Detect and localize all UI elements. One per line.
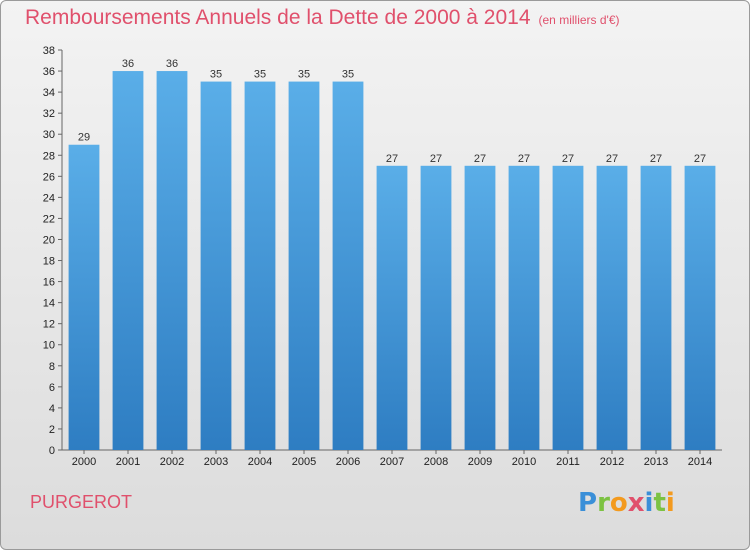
proxiti-logo: Proxiti [578, 488, 675, 518]
y-tick-label: 2 [49, 424, 55, 436]
bar-value-label: 35 [298, 69, 310, 81]
y-tick-label: 38 [43, 45, 55, 57]
bar-value-label: 36 [166, 58, 178, 70]
bar-2004 [244, 81, 276, 450]
chart-title: Remboursements Annuels de la Dette de 20… [25, 6, 620, 30]
y-tick-label: 4 [49, 403, 55, 415]
bar-value-label: 27 [430, 153, 442, 165]
y-tick-label: 16 [43, 277, 55, 289]
x-tick-label: 2005 [292, 456, 316, 468]
x-tick-label: 2003 [204, 456, 228, 468]
commune-name: PURGEROT [30, 492, 133, 512]
bar-value-label: 27 [650, 153, 662, 165]
y-tick-label: 20 [43, 234, 55, 246]
bar-2006 [332, 81, 364, 450]
bar-value-label: 29 [78, 132, 90, 144]
bar-2010 [508, 165, 540, 450]
x-tick-label: 2007 [380, 456, 404, 468]
bar-2008 [420, 165, 452, 450]
bars: 29 36 36 35 35 35 35 27 27 27 27 27 27 27 27 [68, 58, 716, 450]
x-tick-label: 2011 [556, 456, 580, 468]
bar-2011 [552, 165, 584, 450]
logo-letter: r [597, 488, 610, 518]
bar-2007 [376, 165, 408, 450]
bar-2005 [288, 81, 320, 450]
bar-value-label: 35 [254, 69, 266, 81]
bar-2000 [68, 144, 100, 450]
y-tick-label: 22 [43, 213, 55, 225]
x-tick-label: 2012 [600, 456, 624, 468]
y-tick-label: 14 [43, 298, 55, 310]
y-tick-label: 18 [43, 256, 55, 268]
y-tick-label: 6 [49, 382, 55, 394]
y-tick-label: 36 [43, 66, 55, 78]
y-tick-label: 30 [43, 129, 55, 141]
y-tick-label: 12 [43, 319, 55, 331]
logo-letter: t [653, 488, 666, 518]
bar-2003 [200, 81, 232, 450]
bar-2012 [596, 165, 628, 450]
y-tick-label: 0 [49, 445, 55, 457]
y-tick-label: 24 [43, 192, 55, 204]
x-tick-label: 2008 [424, 456, 448, 468]
y-tick-label: 10 [43, 340, 55, 352]
bar-value-label: 35 [342, 69, 354, 81]
x-tick-label: 2004 [248, 456, 272, 468]
bar-value-label: 27 [386, 153, 398, 165]
bar-value-label: 27 [694, 153, 706, 165]
logo-letter: o [609, 488, 628, 518]
x-tick-label: 2000 [72, 456, 96, 468]
bar-value-label: 27 [606, 153, 618, 165]
logo-letter: P [578, 488, 598, 518]
chart-title-text: Remboursements Annuels de la Dette de 20… [25, 6, 531, 29]
bar-value-label: 35 [210, 69, 222, 81]
x-tick-label: 2002 [160, 456, 184, 468]
unit-note: (en milliers d'€) [538, 13, 620, 27]
x-tick-label: 2001 [116, 456, 140, 468]
x-tick-label: 2006 [336, 456, 360, 468]
bar-2013 [640, 165, 672, 450]
bar-2002 [156, 71, 188, 450]
y-tick-label: 26 [43, 171, 55, 183]
y-tick-label: 32 [43, 108, 55, 120]
logo-letter: i [644, 488, 654, 518]
bar-2009 [464, 165, 496, 450]
logo-letter: x [627, 488, 645, 518]
x-tick-label: 2009 [468, 456, 492, 468]
bar-2014 [684, 165, 716, 450]
x-axis: 2000 2001 2002 2003 2004 2005 2006 2007 2008 2009… [62, 449, 722, 468]
x-tick-label: 2014 [688, 456, 712, 468]
x-tick-label: 2010 [512, 456, 536, 468]
bar-value-label: 27 [518, 153, 530, 165]
x-tick-label: 2013 [644, 456, 668, 468]
y-tick-label: 8 [49, 361, 55, 373]
bar-value-label: 27 [562, 153, 574, 165]
y-tick-label: 34 [43, 87, 55, 99]
bar-2001 [112, 71, 144, 450]
bar-value-label: 36 [122, 58, 134, 70]
logo-letter: i [665, 488, 675, 518]
bar-value-label: 27 [474, 153, 486, 165]
y-tick-label: 28 [43, 150, 55, 162]
